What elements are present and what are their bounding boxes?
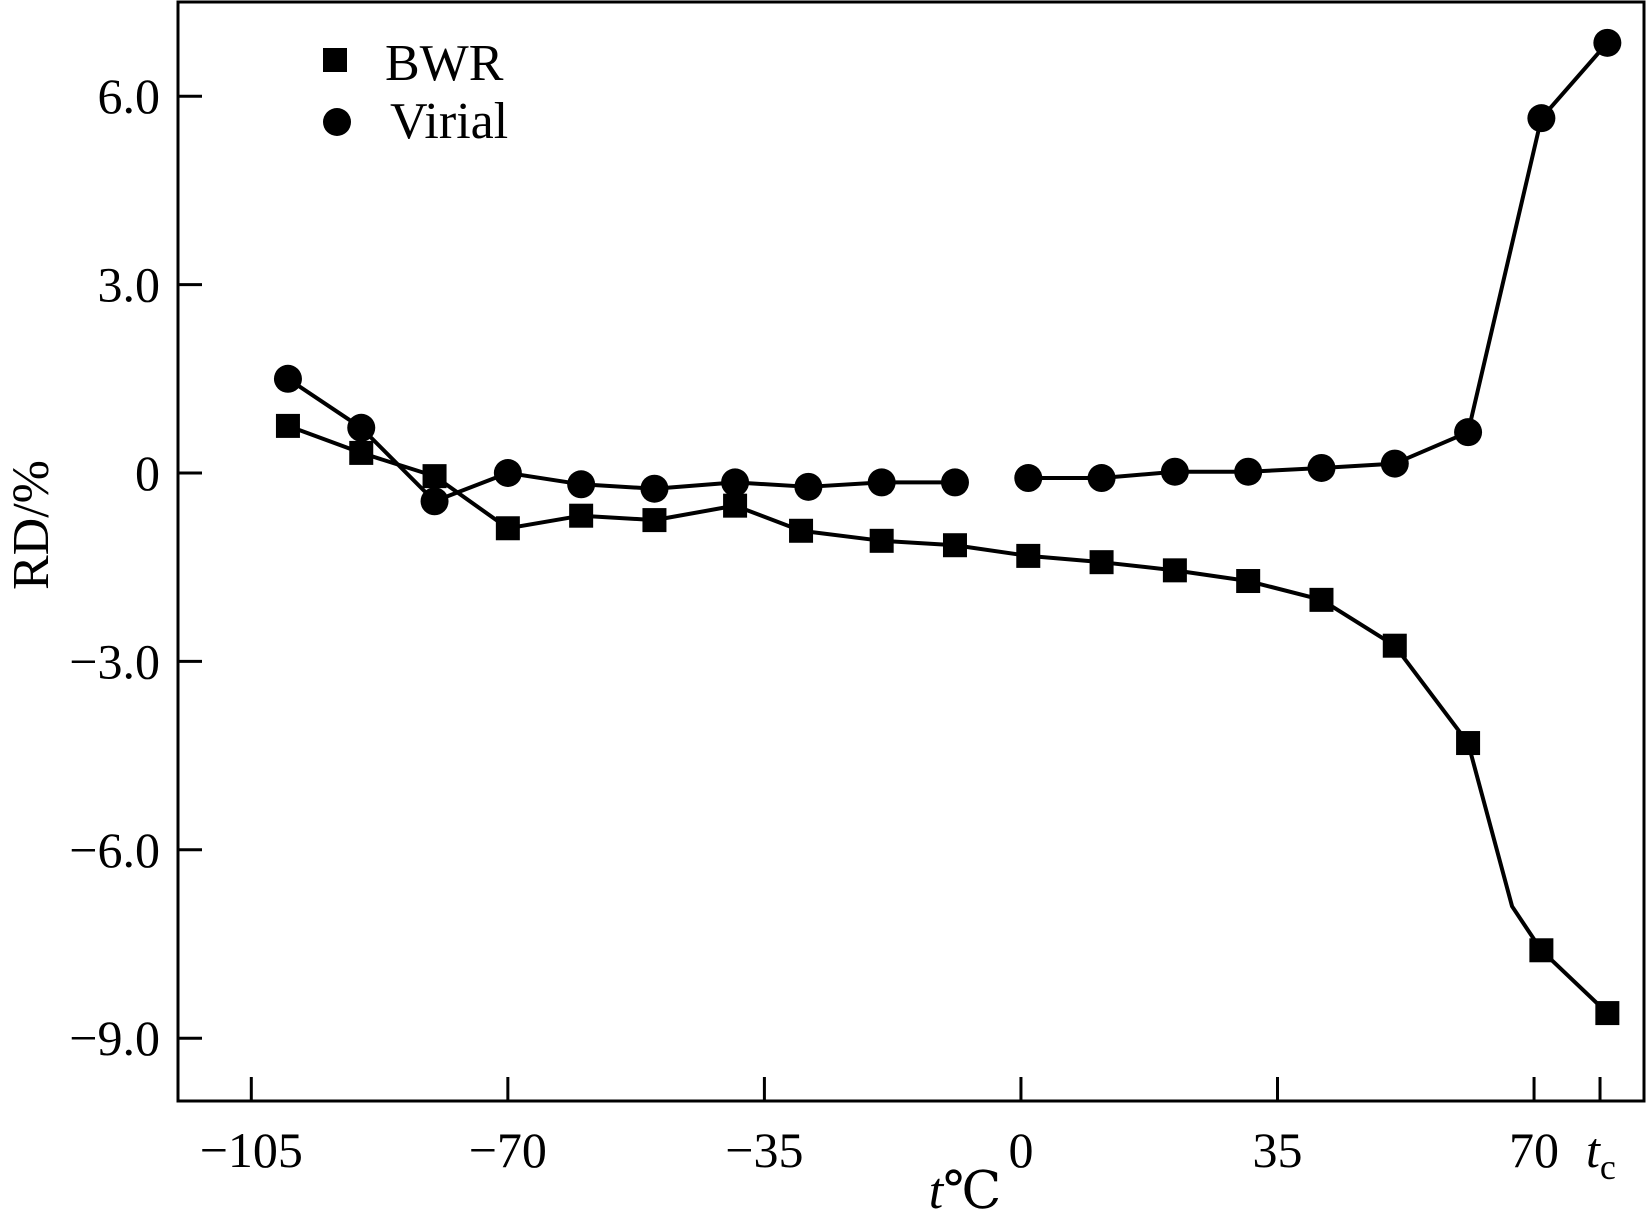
- virial-point: [794, 472, 823, 501]
- x-axis-title-variable: t: [929, 1163, 945, 1214]
- virial-series-line: [1028, 41, 1609, 481]
- bwr-point: [349, 440, 374, 465]
- bwr-point: [1309, 587, 1334, 612]
- virial-point: [567, 470, 596, 499]
- bwr-point: [1456, 731, 1481, 756]
- bwr-point: [1236, 569, 1261, 594]
- bwr-point: [1595, 1001, 1620, 1026]
- virial-point: [1160, 457, 1189, 486]
- bwr-point: [942, 533, 967, 558]
- virial-point: [940, 468, 969, 497]
- bwr-point: [1382, 633, 1407, 658]
- y-axis-ticks: 6.0 3.0 0 −3.0 −6.0 −9.0: [69, 68, 202, 1066]
- x-tick-label: −105: [200, 1122, 303, 1178]
- bwr-point: [723, 493, 748, 518]
- x-axis-ticks: −105 −70 −35 0 35 70 tc: [200, 1077, 1616, 1187]
- virial-point: [1454, 418, 1483, 447]
- x-tick-label-tc: tc: [1586, 1122, 1616, 1187]
- y-tick-label: −3.0: [69, 633, 160, 689]
- bwr-point: [1016, 543, 1041, 568]
- virial-point: [1087, 464, 1116, 493]
- y-tick-label: 3.0: [98, 257, 161, 313]
- bwr-point: [1089, 550, 1114, 575]
- y-tick-label: −9.0: [69, 1010, 160, 1066]
- y-axis-title: RD/%: [3, 460, 60, 590]
- bwr-point: [569, 503, 594, 528]
- virial-point: [493, 459, 522, 487]
- bwr-series-line: [287, 424, 1609, 1015]
- legend: BWR Virial: [323, 35, 508, 150]
- legend-label-bwr: BWR: [385, 35, 504, 92]
- y-tick-label: 0: [135, 445, 160, 501]
- x-tick-label: 0: [1008, 1122, 1033, 1178]
- virial-point: [1234, 457, 1263, 486]
- x-axis-title: t℃: [929, 1163, 1002, 1214]
- x-tick-label: 35: [1253, 1122, 1303, 1178]
- bwr-point: [1162, 558, 1187, 583]
- y-tick-label: 6.0: [98, 68, 161, 124]
- virial-point: [1014, 464, 1043, 493]
- bwr-point: [869, 528, 894, 553]
- virial-point: [640, 474, 669, 503]
- x-tick-label: 70: [1509, 1122, 1559, 1178]
- virial-point: [1307, 453, 1336, 482]
- plot-frame: [176, 0, 1646, 1103]
- virial-point: [867, 468, 896, 497]
- virial-point: [1593, 28, 1622, 57]
- x-tick-label-tc-sub: c: [1600, 1147, 1616, 1187]
- x-tick-label-tc-main: t: [1586, 1122, 1601, 1178]
- bwr-point: [495, 516, 520, 541]
- virial-point: [347, 413, 376, 442]
- x-axis-title-unit: ℃: [943, 1163, 1001, 1214]
- y-tick-label: −6.0: [69, 822, 160, 878]
- x-tick-label: −70: [469, 1122, 547, 1178]
- virial-point: [273, 364, 302, 393]
- virial-point: [721, 468, 750, 497]
- virial-point: [1380, 449, 1409, 478]
- bwr-point: [275, 413, 300, 438]
- legend-marker-bwr: [323, 48, 347, 72]
- legend-marker-virial: [323, 108, 351, 136]
- bwr-point: [1529, 938, 1554, 963]
- bwr-point: [422, 464, 447, 489]
- x-tick-label: −35: [725, 1122, 803, 1178]
- virial-point: [420, 487, 449, 516]
- virial-series-line: [286, 377, 955, 504]
- bwr-point: [642, 508, 667, 533]
- bwr-point: [789, 518, 814, 543]
- legend-label-virial: Virial: [390, 93, 508, 150]
- series-layer: [273, 28, 1622, 1026]
- virial-point: [1527, 104, 1556, 133]
